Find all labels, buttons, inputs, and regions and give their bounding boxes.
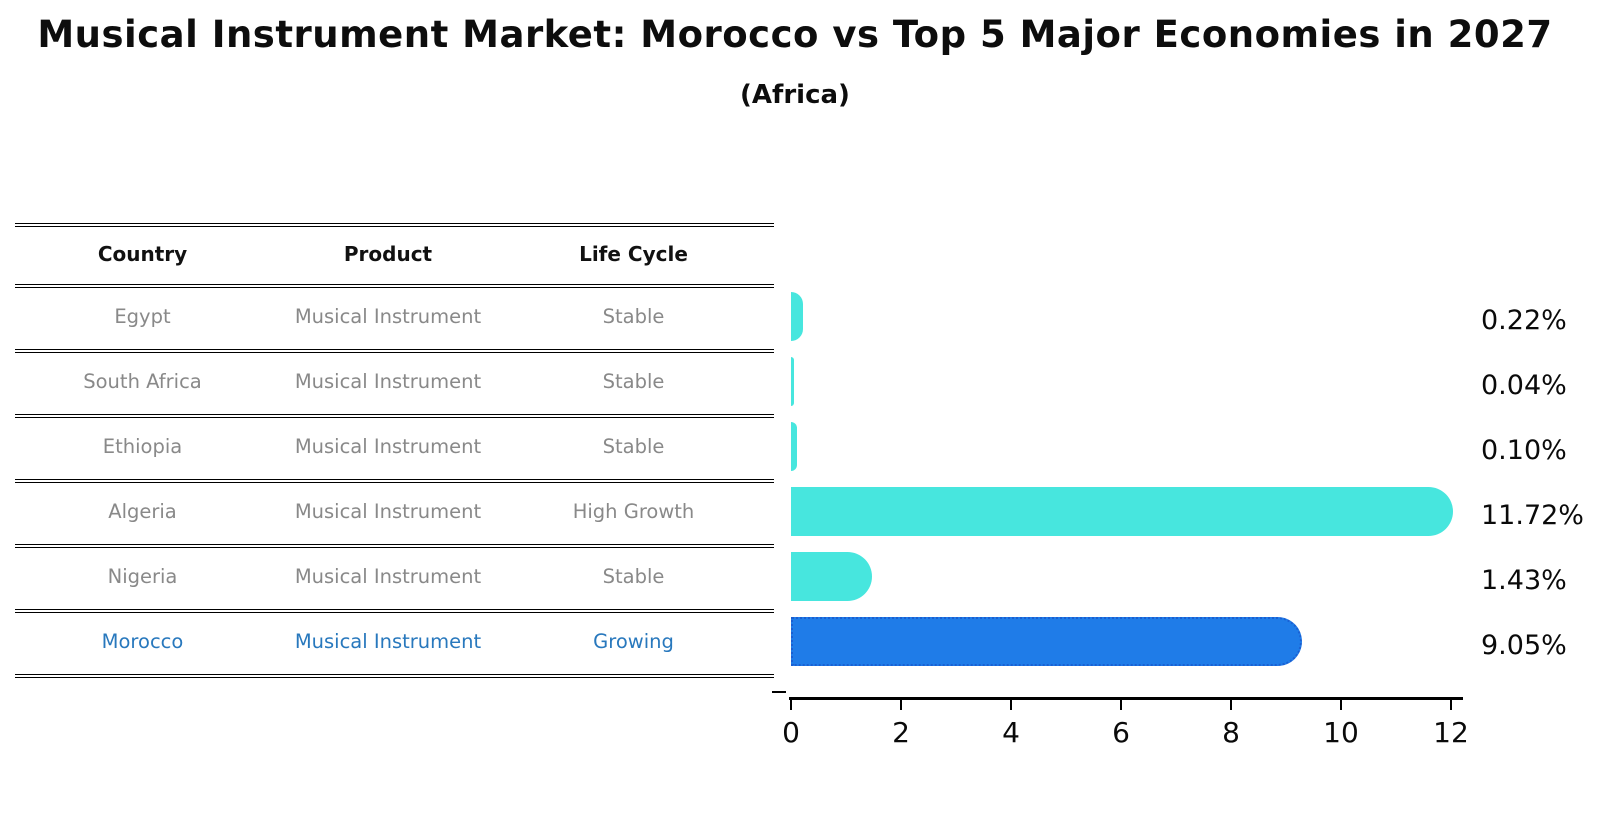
value-label: 11.72%	[1481, 500, 1584, 531]
table-rule	[15, 609, 774, 613]
table-header-cell: Life Cycle	[579, 241, 688, 266]
x-tick	[1120, 699, 1122, 710]
table-cell-product: Musical Instrument	[294, 435, 482, 458]
y-axis-corner-tick	[772, 691, 786, 693]
bar-egypt	[791, 292, 804, 341]
x-tick	[900, 699, 902, 710]
value-label: 0.04%	[1481, 370, 1567, 401]
table-cell-life_cycle: High Growth	[572, 500, 695, 523]
x-tick	[1230, 699, 1232, 710]
bar-nigeria	[791, 552, 872, 601]
table-cell-life_cycle: Stable	[602, 370, 665, 393]
chart-subtitle: (Africa)	[740, 80, 850, 110]
x-axis-line	[789, 697, 1463, 700]
table-cell-country: South Africa	[83, 370, 202, 393]
table-cell-product: Musical Instrument	[294, 500, 482, 523]
x-tick	[1450, 699, 1452, 710]
x-tick	[1010, 699, 1012, 710]
table-cell-life_cycle: Stable	[602, 435, 665, 458]
x-tick-label: 12	[1433, 716, 1469, 749]
table-header-cell: Product	[343, 241, 433, 266]
x-tick-label: 0	[782, 716, 800, 749]
bar-algeria	[791, 487, 1454, 536]
chart-title: Musical Instrument Market: Morocco vs To…	[37, 13, 1553, 56]
value-label: 9.05%	[1481, 630, 1567, 661]
table-rule	[15, 479, 774, 483]
table-cell-life_cycle: Stable	[602, 565, 665, 588]
x-tick-label: 2	[892, 716, 910, 749]
table-cell-country: Egypt	[114, 305, 171, 328]
value-label: 0.22%	[1481, 305, 1567, 336]
table-cell-product: Musical Instrument	[294, 630, 482, 653]
x-tick-label: 6	[1112, 716, 1130, 749]
bar-morocco	[791, 617, 1303, 666]
value-label: 0.10%	[1481, 435, 1567, 466]
bar-south-africa	[791, 357, 794, 406]
x-tick	[790, 699, 792, 710]
table-header-cell: Country	[97, 241, 188, 266]
table-cell-product: Musical Instrument	[294, 370, 482, 393]
table-cell-product: Musical Instrument	[294, 305, 482, 328]
table-cell-country: Morocco	[101, 630, 184, 653]
bar-ethiopia	[791, 422, 797, 471]
table-rule	[15, 674, 774, 678]
table-cell-product: Musical Instrument	[294, 565, 482, 588]
table-rule	[15, 349, 774, 353]
value-label: 1.43%	[1481, 565, 1567, 596]
table-cell-country: Algeria	[108, 500, 177, 523]
x-tick-label: 4	[1002, 716, 1020, 749]
table-rule	[15, 414, 774, 418]
table-rule	[15, 544, 774, 548]
table-cell-life_cycle: Stable	[602, 305, 665, 328]
table-cell-country: Nigeria	[107, 565, 178, 588]
x-tick-label: 8	[1222, 716, 1240, 749]
table-rule	[15, 284, 774, 288]
x-tick-label: 10	[1323, 716, 1359, 749]
table-rule	[15, 223, 774, 227]
x-tick	[1340, 699, 1342, 710]
table-cell-country: Ethiopia	[102, 435, 183, 458]
table-cell-life_cycle: Growing	[593, 630, 674, 653]
